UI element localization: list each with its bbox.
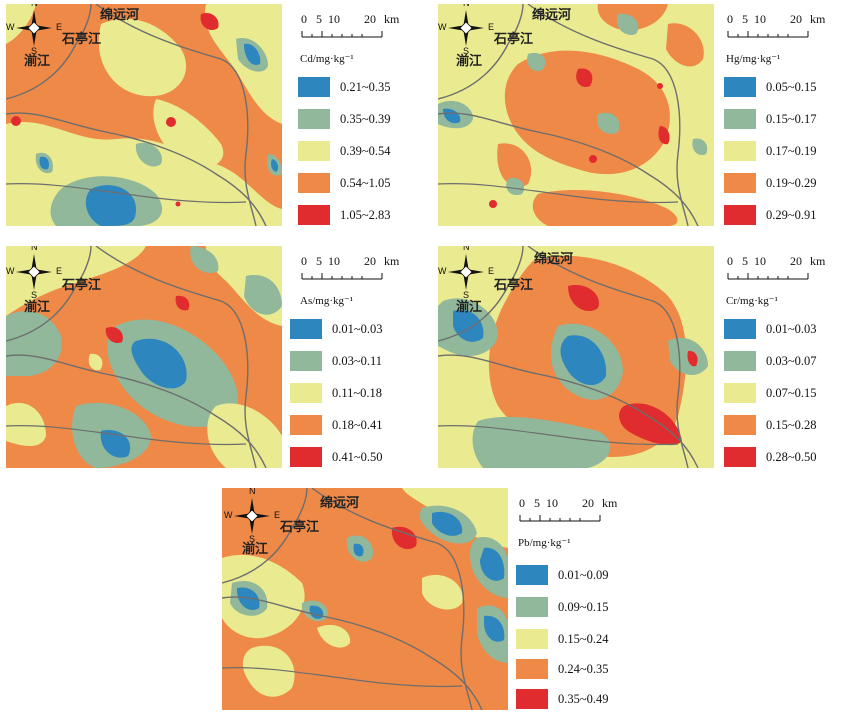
compass-rose-icon: N S W E: [224, 488, 281, 544]
legend-item: 0.39~0.54: [298, 140, 391, 162]
town-label: 石亭江: [62, 278, 102, 293]
legend-item: 0.03~0.11: [290, 350, 382, 372]
map-as: 石亭江 湔江 N S W E: [6, 246, 282, 468]
unit-label: Hg/mg·kg⁻¹: [726, 53, 781, 65]
legend-item: 0.03~0.07: [724, 350, 817, 372]
legend-item: 0.15~0.17: [724, 108, 817, 130]
map-cr: 绵远河 石亭江 湔江 N S W E: [438, 246, 714, 468]
river-label: 绵远河: [532, 8, 572, 23]
legend-cr: 0 5 10 20 km Cr/mg·kg⁻¹ 0.01~0.03 0.03~0…: [724, 252, 850, 474]
town-label: 石亭江: [494, 32, 534, 47]
legend-item: 0.29~0.91: [724, 204, 817, 226]
compass-rose-icon: N S W E: [6, 4, 62, 56]
county-label: 湔江: [456, 54, 483, 69]
legend-item: 0.24~0.35: [516, 658, 609, 680]
legend-pb: 0 5 10 20 km Pb/mg·kg⁻¹ 0.01~0.09 0.09~0…: [516, 494, 634, 716]
unit-label: Cr/mg·kg⁻¹: [726, 295, 778, 307]
unit-label: Cd/mg·kg⁻¹: [300, 53, 354, 65]
map-pb: 绵远河 石亭江 湔江 N S W E: [222, 488, 508, 710]
unit-label: As/mg·kg⁻¹: [300, 295, 354, 307]
county-label: 湔江: [24, 300, 51, 315]
legend-item: 0.15~0.28: [724, 414, 817, 436]
legend-item: 0.05~0.15: [724, 76, 817, 98]
legend-item: 0.01~0.09: [516, 564, 609, 586]
panel-as: 石亭江 湔江 N S W E 0 5 10 20 km As/mg·kg⁻¹ 0…: [0, 242, 430, 478]
panel-cr: 绵远河 石亭江 湔江 N S W E 0 5 10 20 km Cr/mg·kg…: [432, 242, 852, 478]
river-label: 绵远河: [534, 252, 574, 267]
scale-bar: [301, 273, 383, 280]
legend-item: 0.07~0.15: [724, 382, 817, 404]
county-label: 湔江: [456, 300, 483, 315]
county-label: 湔江: [242, 542, 269, 557]
legend-item: 0.01~0.03: [290, 318, 383, 340]
legend-hg: 0 5 10 20 km Hg/mg·kg⁻¹ 0.05~0.15 0.15~0…: [724, 10, 850, 230]
scale-bar: [301, 31, 383, 38]
compass-rose-icon: N S W E: [6, 246, 63, 300]
map-hg: 绵远河 石亭江 湔江 N S W E: [438, 4, 714, 226]
legend-item: 0.19~0.29: [724, 172, 817, 194]
unit-label: Pb/mg·kg⁻¹: [518, 537, 571, 549]
map-cd: 绵远河 石亭江 湔江 N S W E: [6, 4, 282, 226]
legend-item: 0.09~0.15: [516, 596, 609, 618]
river-label: 绵远河: [320, 496, 360, 511]
legend-item: 0.18~0.41: [290, 414, 383, 436]
panel-cd: 绵远河 石亭江 湔江 N S W E 0 5 10 20 km Cd/mg·kg…: [0, 0, 430, 240]
legend-item: 0.35~0.39: [298, 108, 391, 130]
legend-item: 0.11~0.18: [290, 382, 382, 404]
legend-item: 0.35~0.49: [516, 688, 609, 710]
compass-rose-icon: N S W E: [438, 246, 495, 300]
town-label: 石亭江: [62, 32, 102, 47]
river-label: 绵远河: [100, 8, 140, 23]
legend-item: 0.21~0.35: [298, 76, 391, 98]
scale-bar: [727, 273, 809, 280]
scale-bar: [519, 515, 601, 522]
legend-as: 0 5 10 20 km As/mg·kg⁻¹ 0.01~0.03 0.03~0…: [290, 252, 426, 474]
town-label: 石亭江: [280, 520, 320, 535]
panel-pb: 绵远河 石亭江 湔江 N S W E 0 5 10 20 km Pb/mg·kg…: [216, 484, 636, 720]
legend-item: 0.54~1.05: [298, 172, 391, 194]
compass-rose-icon: N S W E: [438, 4, 494, 56]
panel-hg: 绵远河 石亭江 湔江 N S W E 0 5 10 20 km Hg/mg·kg…: [432, 0, 852, 240]
legend-item: 0.01~0.03: [724, 318, 817, 340]
legend-item: 1.05~2.83: [298, 204, 391, 226]
scale-bar: [727, 31, 809, 38]
legend-item: 0.28~0.50: [724, 446, 817, 468]
legend-item: 0.41~0.50: [290, 446, 383, 468]
town-label: 石亭江: [494, 278, 534, 293]
legend-cd: 0 5 10 20 km Cd/mg·kg⁻¹ 0.21~0.35 0.35~0…: [298, 10, 428, 230]
county-label: 湔江: [24, 54, 51, 69]
legend-item: 0.17~0.19: [724, 140, 817, 162]
legend-item: 0.15~0.24: [516, 628, 609, 650]
